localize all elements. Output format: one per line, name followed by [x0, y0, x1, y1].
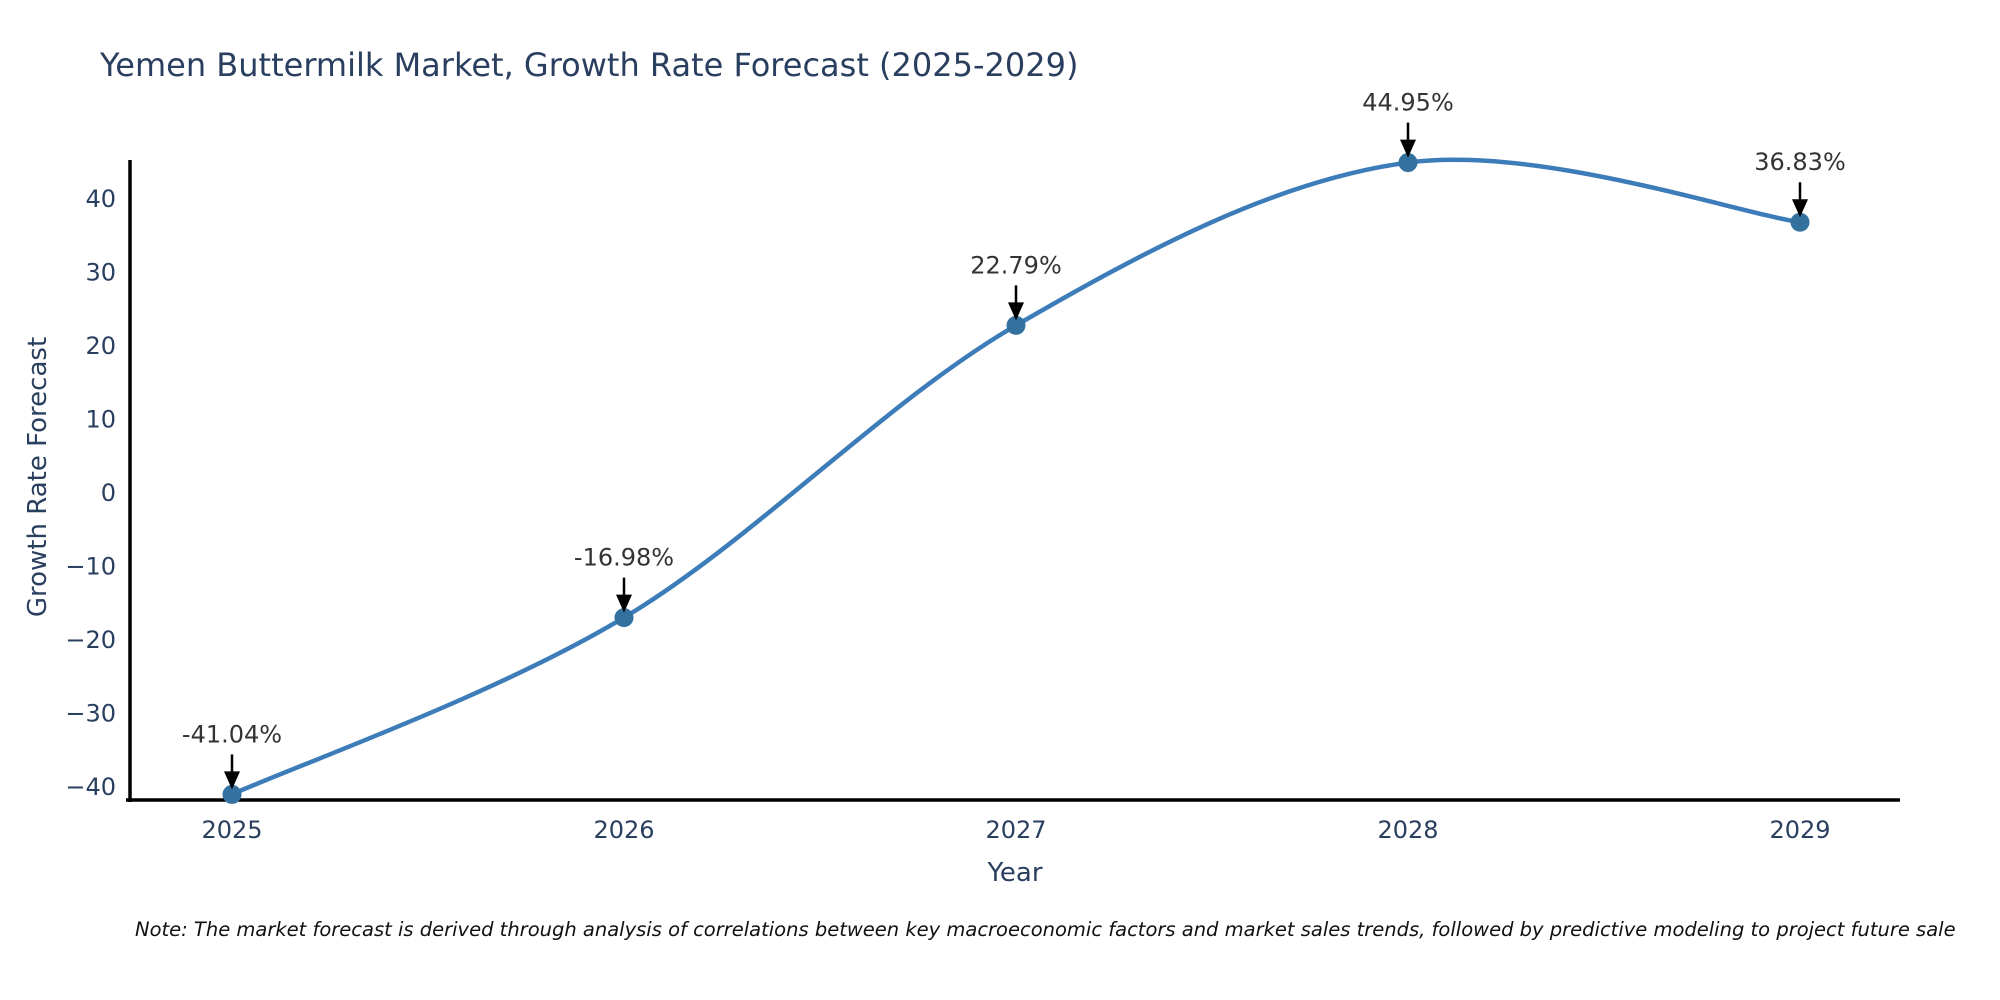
y-tick-label: 40 [85, 185, 116, 213]
y-tick-label: −20 [65, 626, 116, 654]
x-tick-label: 2025 [201, 816, 262, 844]
y-tick-label: 10 [85, 405, 116, 433]
data-point-marker [1398, 153, 1418, 173]
data-point-marker [1006, 315, 1026, 335]
data-point-label: 44.95% [1362, 89, 1454, 117]
data-point-marker [614, 608, 634, 628]
annotation-arrow-head [224, 771, 240, 790]
x-tick-label: 2029 [1769, 816, 1830, 844]
data-point-label: 36.83% [1754, 148, 1846, 176]
annotation-arrow-head [1792, 199, 1808, 218]
y-tick-label: −30 [65, 699, 116, 727]
y-tick-label: −40 [65, 773, 116, 801]
y-tick-label: −10 [65, 552, 116, 580]
data-point-label: 22.79% [970, 251, 1062, 279]
data-point-marker [1790, 212, 1810, 232]
annotation-arrow-head [1008, 302, 1024, 321]
data-point-marker [222, 784, 242, 804]
footnote: Note: The market forecast is derived thr… [135, 918, 1956, 941]
annotation-arrow-head [616, 594, 632, 613]
x-tick-label: 2026 [593, 816, 654, 844]
x-axis-title: Year [987, 858, 1043, 888]
annotation-arrow-head [1400, 139, 1416, 158]
y-tick-label: 20 [85, 332, 116, 360]
x-tick-label: 2028 [1377, 816, 1438, 844]
y-tick-label: 30 [85, 258, 116, 286]
data-point-label: -16.98% [574, 544, 674, 572]
x-tick-label: 2027 [985, 816, 1046, 844]
chart-title: Yemen Buttermilk Market, Growth Rate For… [100, 46, 1079, 84]
data-point-label: -41.04% [182, 720, 282, 748]
y-tick-label: 0 [101, 479, 116, 507]
